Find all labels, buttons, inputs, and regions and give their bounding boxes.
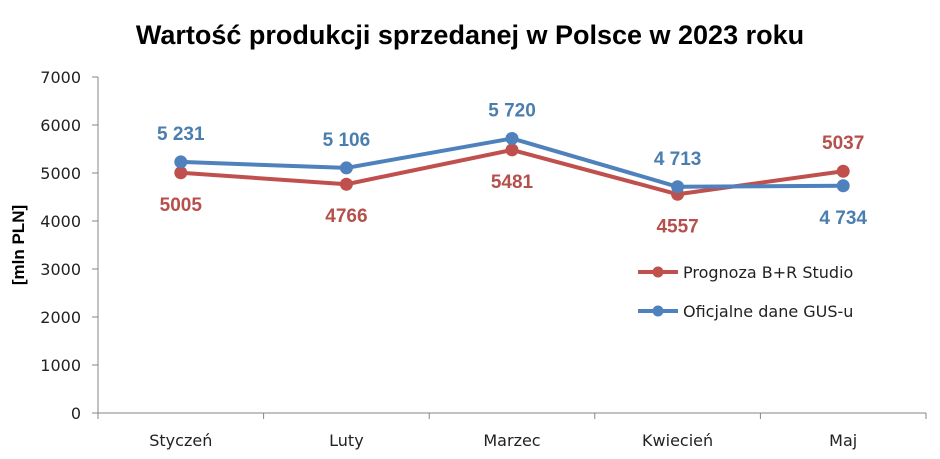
x-tick-label: Styczeń [149,431,212,450]
data-point-marker [836,179,850,193]
y-tick-label: 2000 [40,308,81,327]
y-tick-label: 0 [71,404,81,423]
data-point-marker [671,180,685,194]
y-tick-label: 6000 [40,116,81,135]
y-tick-label: 7000 [40,68,81,87]
series-layer [174,131,850,201]
data-point-marker [339,177,353,191]
legend-item: Oficjalne dane GUS-u [638,302,853,321]
data-point-marker [505,131,519,145]
data-point-marker [174,155,188,169]
legend-marker-icon [652,266,664,278]
legend: Prognoza B+R Studio Oficjalne dane GUS-u [638,263,853,321]
y-tick-label: 4000 [40,212,81,231]
y-axis-label: [mln PLN] [9,205,28,285]
x-tick-label: Kwiecień [642,431,713,450]
data-label: 5481 [491,172,534,193]
data-label: 5005 [160,195,203,216]
y-axis: 0 1000 2000 3000 4000 5000 6000 7000 [40,68,99,423]
chart-title: Wartość produkcji sprzedanej w Polsce w … [136,20,804,50]
data-label: 4 713 [654,149,702,170]
data-label: 4557 [656,216,698,237]
data-label: 4766 [325,206,367,227]
data-label: 5037 [822,133,864,154]
series-gus [174,131,850,194]
data-point-marker [339,161,353,175]
x-tick-label: Maj [829,431,857,450]
data-point-marker [836,164,850,178]
data-point-marker [174,166,188,180]
data-label: 5 720 [488,100,536,121]
legend-label: Prognoza B+R Studio [683,263,853,282]
legend-marker-icon [652,305,664,317]
y-tick-label: 5000 [40,164,81,183]
x-tick-label: Marzec [483,431,540,450]
data-label: 5 106 [323,130,371,151]
data-label: 5 231 [157,124,205,145]
legend-label: Oficjalne dane GUS-u [683,302,853,321]
data-labels: 5005 4766 5481 4557 5037 5 231 5 106 5 720 4 713… [157,100,867,237]
y-tick-label: 1000 [40,356,81,375]
y-tick-label: 3000 [40,260,81,279]
data-point-marker [505,143,519,157]
legend-item: Prognoza B+R Studio [638,263,853,282]
x-axis: Styczeń Luty Marzec Kwiecień Maj [92,412,927,450]
data-label: 4 734 [819,208,867,229]
x-tick-label: Luty [329,431,364,450]
